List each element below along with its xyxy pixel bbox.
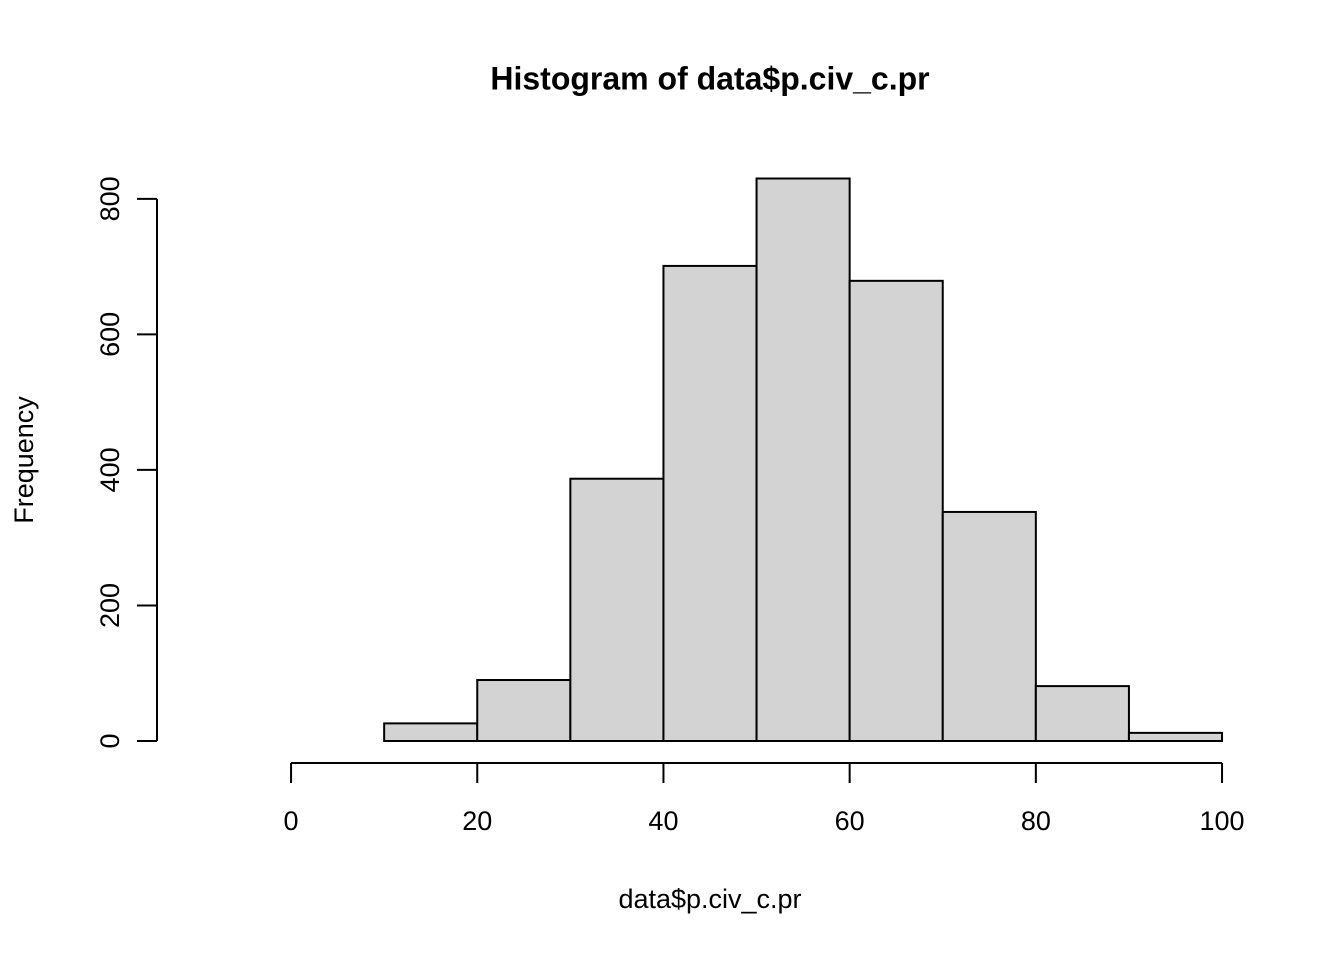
chart-title: Histogram of data$p.civ_c.pr	[490, 60, 929, 96]
bar	[1127, 731, 1224, 743]
bar	[662, 264, 758, 742]
x-axis-label: data$p.civ_c.pr	[618, 884, 801, 914]
x-tick-label: 0	[284, 806, 299, 836]
y-tick-label: 800	[95, 176, 125, 221]
y-tick-label: 0	[95, 733, 125, 748]
x-tick-label: 60	[835, 806, 865, 836]
x-tick-label: 40	[648, 806, 678, 836]
y-tick-label: 600	[95, 312, 125, 357]
bar	[383, 722, 479, 742]
x-tick-label: 100	[1200, 806, 1245, 836]
bar	[476, 679, 572, 743]
bar	[848, 279, 944, 742]
bar	[941, 510, 1037, 743]
x-tick-label: 20	[462, 806, 492, 836]
y-axis-label: Frequency	[9, 396, 39, 524]
y-tick-label: 400	[95, 447, 125, 492]
y-tick-label: 200	[95, 583, 125, 628]
x-tick-label: 80	[1021, 806, 1051, 836]
bar	[569, 477, 665, 742]
bar	[1034, 685, 1130, 742]
bar	[755, 177, 851, 742]
